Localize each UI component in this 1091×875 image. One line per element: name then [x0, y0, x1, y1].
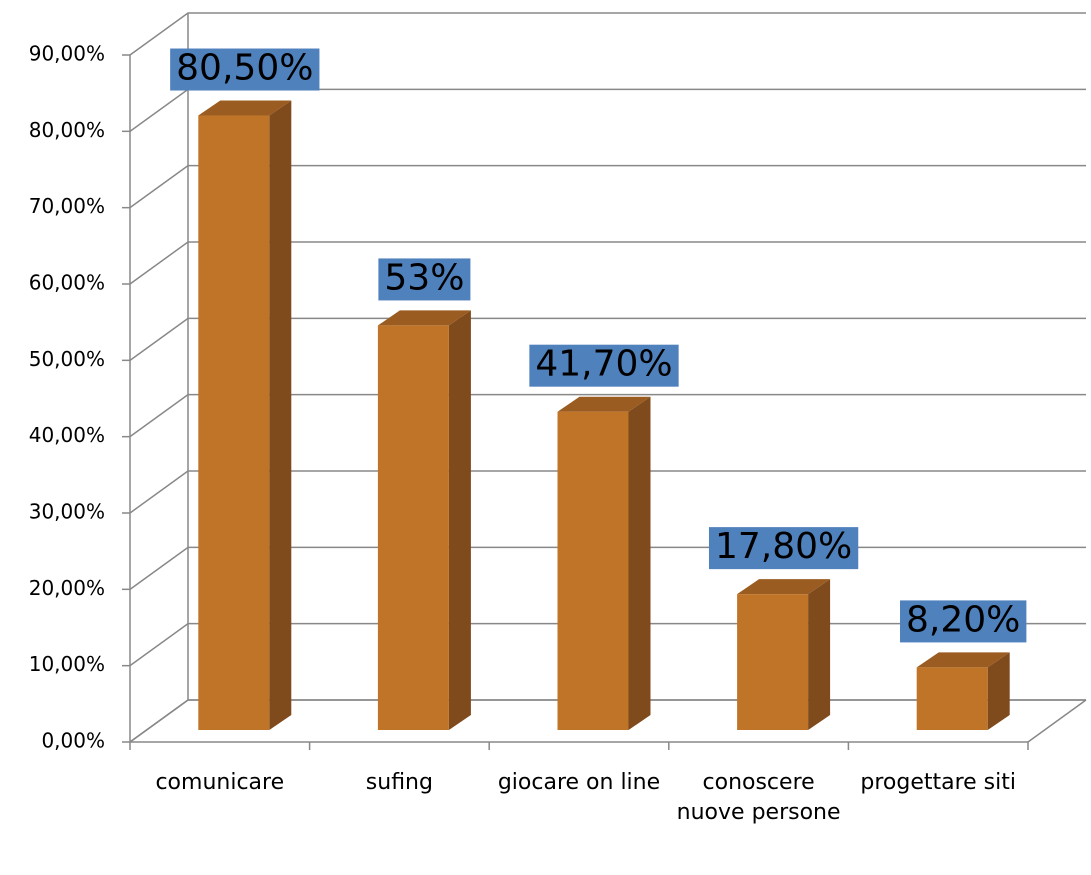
bar-top: [557, 396, 651, 412]
bar-side: [628, 396, 651, 730]
x-tick-label: conoscere nuove persone: [676, 770, 841, 825]
bar-side: [269, 100, 292, 731]
grid-line: [129, 12, 1086, 56]
x-tick-label: progettare siti: [860, 770, 1016, 795]
bar: [737, 594, 809, 730]
bar: [557, 411, 629, 730]
y-tick-label: 10,00%: [29, 652, 105, 676]
bar: [916, 667, 988, 730]
y-tick-label: 70,00%: [29, 194, 105, 218]
x-tick-label: giocare on line: [497, 770, 661, 795]
y-tick-label: 20,00%: [29, 576, 105, 600]
value-label-box: [708, 527, 859, 570]
bar-side: [448, 310, 471, 730]
bar-top: [198, 100, 292, 116]
bar: [198, 115, 270, 731]
x-tick-label: comunicare: [155, 770, 285, 795]
value-label-box: [529, 344, 679, 387]
value-label: 80,50%: [176, 48, 313, 89]
value-label: 41,70%: [535, 344, 672, 385]
value-label: 53%: [384, 257, 464, 298]
y-tick-label: 0,00%: [41, 729, 105, 753]
grid-line: [129, 164, 1086, 209]
bar: [377, 325, 449, 730]
y-tick-label: 60,00%: [29, 271, 105, 295]
grid-line: [129, 393, 1086, 438]
bar-top: [377, 310, 471, 326]
bar-side: [808, 579, 831, 730]
bar-top: [916, 652, 1010, 668]
bar-top: [737, 579, 831, 595]
y-tick-label: 80,00%: [29, 118, 105, 142]
y-tick-label: 30,00%: [29, 500, 105, 524]
value-label-box: [170, 48, 320, 91]
y-tick-label: 90,00%: [29, 42, 105, 66]
grid: [129, 12, 1087, 743]
y-tick-label: 40,00%: [29, 423, 105, 447]
y-tick-label: 50,00%: [29, 347, 105, 371]
value-label-box: [900, 600, 1027, 643]
grid-line: [129, 470, 1086, 514]
value-label: 17,80%: [715, 526, 852, 567]
x-tick-label: sufing: [365, 770, 433, 795]
floor-edge: [1027, 699, 1087, 743]
grid-line: [129, 241, 1086, 285]
bar-side: [987, 652, 1010, 730]
grid-line: [129, 317, 1086, 361]
value-label: 8,20%: [906, 599, 1020, 640]
value-label-box: [378, 258, 471, 301]
